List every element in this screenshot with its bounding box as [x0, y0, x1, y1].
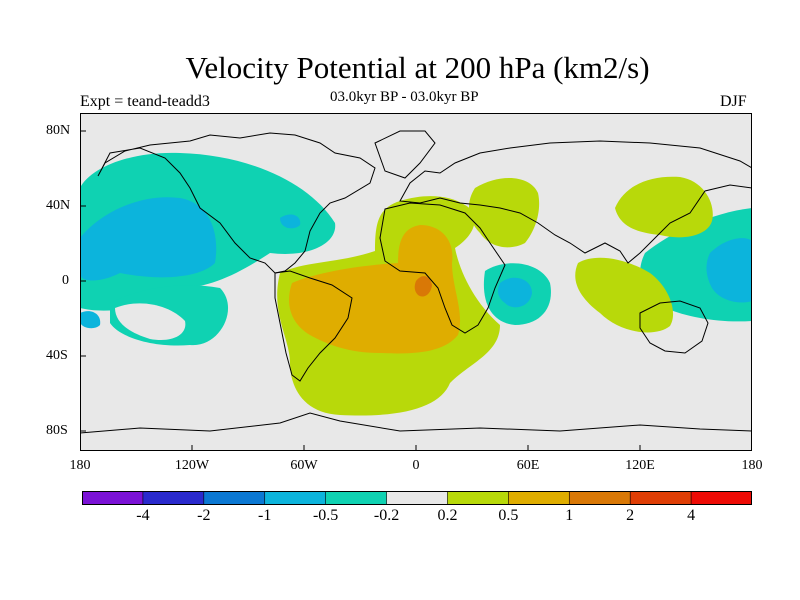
colorbar-label: 4: [687, 507, 696, 524]
contour-green-southeast-asia: [575, 257, 674, 333]
season-label: DJF: [720, 93, 747, 110]
coastline-antarctica: [80, 412, 752, 434]
colorbar: [82, 491, 752, 505]
contour-cyan-south-pacific: [80, 311, 101, 329]
coastline-south-america: [274, 270, 353, 382]
y-label-80s: 80S: [46, 423, 68, 438]
colorbar-swatch: [690, 491, 752, 505]
colorbar-swatch: [447, 491, 510, 505]
map-panel: [80, 113, 752, 451]
coastline-eurasia: [399, 140, 752, 264]
colorbar-swatch: [142, 491, 205, 505]
y-label-0: 0: [62, 273, 69, 288]
colorbar-swatch: [264, 491, 327, 505]
x-label-0: 0: [412, 458, 420, 473]
contour-orange-atlantic: [289, 225, 461, 354]
y-label-40n: 40N: [46, 198, 71, 213]
colorbar-swatch: [629, 491, 692, 505]
contour-green-east-asia: [615, 176, 713, 238]
contour-cyan-west-pacific: [706, 238, 752, 303]
coastline-africa: [379, 202, 506, 334]
x-label-60w: 60W: [290, 458, 318, 473]
contour-darkorange-atlantic: [414, 276, 432, 297]
y-label-80n: 80N: [46, 123, 71, 138]
colorbar-label: -0.2: [373, 507, 400, 524]
colorbar-label: -0.5: [312, 507, 339, 524]
x-label-180w: 180: [69, 458, 91, 473]
period-label: 03.0kyr BP - 03.0kyr BP: [330, 89, 479, 105]
colorbar-label: -1: [258, 507, 272, 524]
contour-green-north-africa: [468, 177, 540, 248]
axis-ticks: [80, 130, 641, 451]
contour-cyan-indian-ocean: [497, 277, 532, 308]
coastline-north-america: [97, 132, 376, 274]
colorbar-label: -4: [136, 507, 150, 524]
coastline-australia: [639, 300, 709, 354]
colorbar-swatch: [82, 491, 144, 505]
colorbar-label: 0.5: [498, 507, 519, 524]
colorbar-label: -2: [197, 507, 211, 524]
x-label-120w: 120W: [174, 458, 210, 473]
contour-cyan-caribbean: [280, 214, 301, 229]
coastline-greenland: [374, 130, 436, 179]
colorbar-swatch: [508, 491, 571, 505]
colorbar-swatches: [82, 491, 752, 505]
colorbar-label: 2: [626, 507, 635, 524]
map-title: Velocity Potential at 200 hPa (km2/s): [185, 50, 650, 85]
experiment-label: Expt = teand-teadd3: [80, 93, 210, 110]
x-label-120e: 120E: [625, 458, 655, 473]
colorbar-label: 0.2: [437, 507, 458, 524]
colorbar-label: 1: [565, 507, 574, 524]
colorbar-swatch: [325, 491, 388, 505]
contour-gray-south-pacific: [115, 303, 186, 341]
coastlines: [80, 130, 752, 434]
colorbar-swatch: [568, 491, 631, 505]
colorbar-swatch: [386, 491, 449, 505]
x-label-60e: 60E: [516, 458, 540, 473]
colorbar-swatch: [203, 491, 266, 505]
contour-cyan-north-pacific: [80, 197, 217, 281]
x-label-180e: 180: [741, 458, 763, 473]
y-label-40s: 40S: [46, 348, 68, 363]
